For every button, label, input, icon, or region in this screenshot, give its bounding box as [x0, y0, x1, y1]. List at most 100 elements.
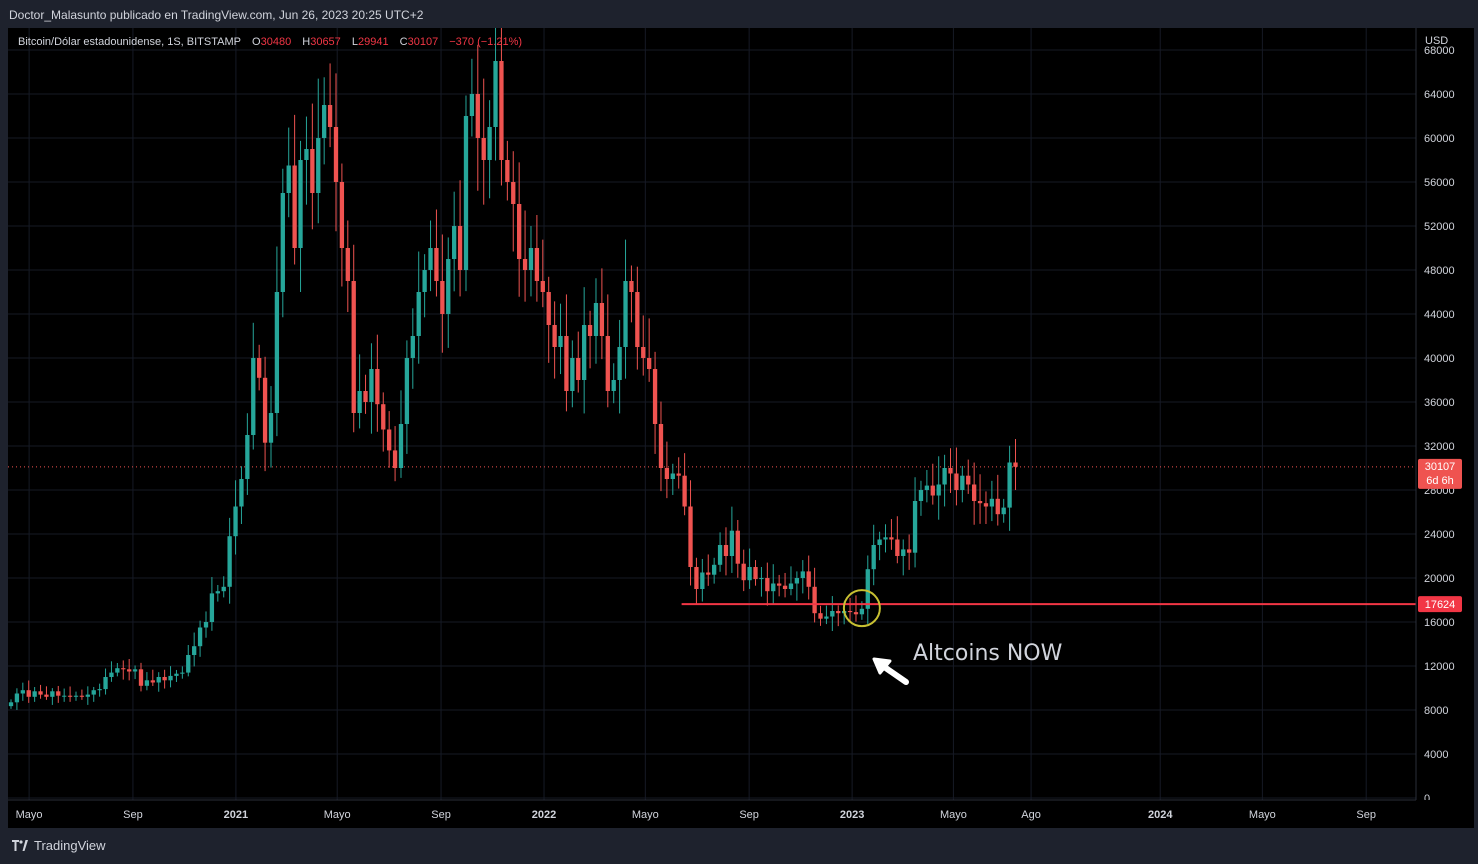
candle-body: [180, 672, 185, 674]
x-tick-label: Mayo: [632, 809, 659, 821]
candle-body: [91, 690, 96, 695]
candle-body: [375, 369, 380, 405]
candle-body: [552, 325, 557, 347]
candle-body: [363, 391, 368, 402]
price-scale[interactable]: [1416, 28, 1474, 828]
candle-body: [924, 485, 930, 490]
candle-body: [215, 591, 220, 594]
x-tick-label: Sep: [1356, 809, 1376, 821]
candle-body: [977, 501, 983, 504]
x-tick-label: Mayo: [324, 809, 351, 821]
candle-body: [895, 539, 900, 556]
candle-body: [162, 677, 167, 681]
candle-body: [345, 248, 350, 281]
x-tick-label: Sep: [123, 809, 143, 821]
candle-body: [493, 61, 498, 127]
candle-body: [121, 668, 126, 670]
candle-body: [416, 292, 421, 336]
candle-body: [1001, 507, 1006, 515]
candle-body: [682, 475, 687, 507]
candle-body: [209, 593, 215, 622]
x-tick-label: 2022: [532, 809, 556, 821]
candle-body: [268, 413, 274, 443]
time-scale[interactable]: [8, 800, 1474, 828]
candle-body: [706, 572, 711, 575]
candle-body: [806, 571, 811, 587]
candle-body: [138, 669, 144, 686]
top-bar: Doctor_Malasunto publicado en TradingVie…: [0, 0, 1478, 28]
currency-label[interactable]: USD: [1425, 35, 1449, 47]
candle-body: [26, 690, 31, 697]
candle-body: [812, 586, 817, 614]
candle-body: [776, 583, 782, 586]
symbol-legend[interactable]: Bitcoin/Dólar estadounidense, 1S, BITSTA…: [18, 36, 522, 48]
candle-body: [800, 571, 805, 578]
candle-body: [906, 549, 912, 553]
close-label: C: [399, 36, 408, 48]
candle-body: [818, 613, 823, 619]
candle-body: [723, 545, 729, 556]
candle-body: [717, 545, 723, 565]
y-tick-label: 12000: [1424, 661, 1455, 673]
candle-body: [109, 672, 114, 677]
candle-body: [73, 695, 79, 697]
high-value: 30657: [310, 36, 341, 48]
candle-body: [971, 484, 977, 501]
candle-body: [339, 182, 345, 248]
candlestick-chart[interactable]: 6800064000600005600052000480004400040000…: [8, 2, 1474, 828]
candle-body: [32, 691, 37, 697]
candle-body: [127, 669, 132, 672]
candle-body: [794, 578, 800, 584]
candle-body: [505, 160, 510, 182]
candle-body: [617, 347, 622, 380]
highlight-circle: [842, 589, 881, 628]
candle-body: [883, 537, 888, 540]
x-tick-label: 2021: [224, 809, 248, 821]
candle-body: [966, 475, 971, 485]
candle-body: [599, 303, 605, 336]
candle-body: [540, 281, 545, 292]
brand[interactable]: TradingView: [12, 838, 106, 853]
chart-area[interactable]: 68000 64000 60000 56000 52000 48000 44000 40000…: [8, 2, 1474, 828]
candle-body: [85, 694, 90, 697]
candle-body: [469, 94, 475, 116]
candle-body: [144, 680, 150, 686]
y-tick-label: 36000: [1424, 397, 1455, 409]
candle-body: [8, 702, 14, 707]
open-value: 30480: [260, 36, 292, 48]
footer-bar: [0, 828, 1478, 864]
candle-body: [233, 506, 238, 537]
candle-body: [688, 506, 693, 567]
candle-body: [712, 564, 717, 575]
candle-body: [587, 325, 593, 336]
candle-body: [912, 501, 918, 553]
y-tick-label: 60000: [1424, 133, 1455, 145]
candle-body: [369, 369, 374, 402]
candle-body: [658, 424, 664, 468]
candle-body: [404, 358, 410, 424]
candle-body: [546, 292, 551, 325]
candle-body: [174, 673, 179, 676]
candle-body: [221, 586, 226, 592]
candle-body: [558, 336, 563, 347]
candle-body: [729, 530, 735, 556]
candle-body: [392, 450, 398, 468]
candle-body: [582, 325, 587, 380]
grid-lines: [8, 28, 1416, 800]
candle-body: [836, 611, 841, 614]
candle-body: [251, 358, 256, 435]
candle-body: [528, 248, 534, 270]
candle-body: [995, 498, 1000, 515]
candle-body: [150, 680, 155, 683]
candle-body: [298, 160, 303, 248]
candle-body: [481, 138, 486, 160]
candle-body: [1013, 462, 1018, 467]
candle-body: [629, 281, 634, 292]
candle-body: [410, 336, 415, 358]
candle-body: [830, 611, 835, 617]
y-axis-ticks: 6800064000600005600052000480004400040000…: [1424, 45, 1455, 805]
candle-body: [197, 627, 203, 647]
candle-body: [316, 138, 321, 193]
candle-body: [203, 622, 209, 628]
candle-body: [322, 105, 327, 138]
